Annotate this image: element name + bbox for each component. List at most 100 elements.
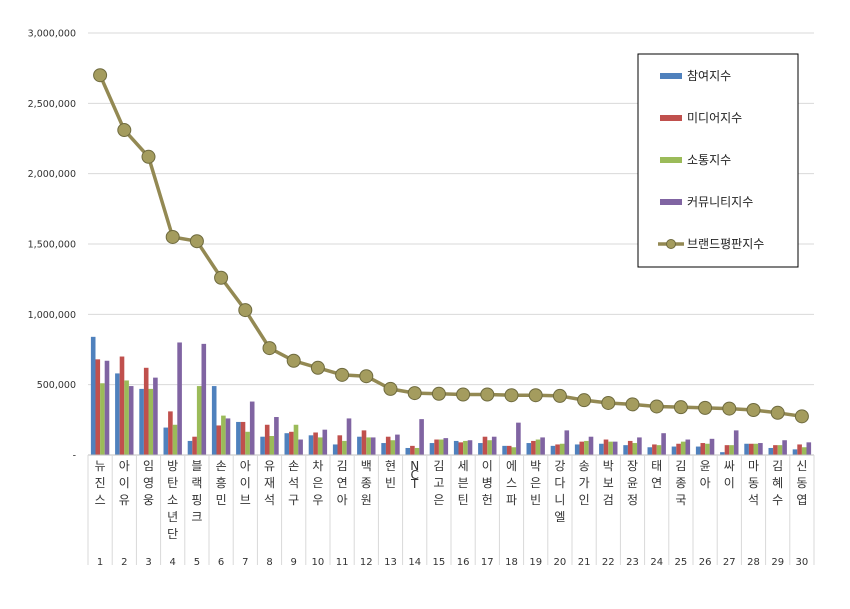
category-char: 태 [651, 459, 662, 473]
legend-label: 참여지수 [687, 69, 731, 83]
category-char: 검 [603, 493, 614, 507]
rank-label: 20 [554, 557, 567, 568]
category-char: 연 [337, 476, 348, 490]
rank-label: 21 [578, 557, 591, 568]
bar-4-7 [249, 401, 255, 455]
bar-3-20 [559, 443, 565, 455]
line-point-2 [117, 123, 132, 138]
y-tick-label: 3,000,000 [28, 29, 76, 40]
category-char: 병 [482, 476, 493, 490]
bar-3-6 [221, 415, 226, 455]
category-char: 소 [167, 493, 178, 507]
rank-label: 16 [457, 557, 470, 568]
bar-4-17 [491, 436, 497, 455]
category-char: 민 [216, 493, 227, 507]
rank-label: 18 [505, 557, 518, 568]
bar-3-4 [172, 424, 178, 455]
category-char: 마 [748, 459, 759, 473]
category-char: 인 [579, 493, 590, 507]
bar-1-19 [526, 443, 532, 455]
category-char: 유 [119, 493, 130, 507]
category-char: 손 [288, 459, 299, 473]
bar-2-7 [240, 421, 246, 455]
line-point-13 [383, 381, 398, 396]
line-point-9 [286, 353, 301, 368]
bar-4-20 [564, 430, 570, 455]
bar-4-22 [612, 441, 618, 455]
category-char: 석 [748, 493, 759, 507]
bar-1-22 [599, 443, 604, 455]
bar-2-19 [531, 440, 536, 455]
bar-2-14 [410, 445, 415, 455]
line-point-21 [577, 393, 592, 408]
bar-1-30 [792, 449, 798, 455]
bar-3-11 [342, 440, 347, 455]
line-point-14 [407, 386, 422, 401]
category-char: T [410, 477, 419, 491]
category-char: 헌 [482, 493, 493, 507]
bar-3-13 [390, 440, 396, 455]
bar-4-5 [201, 343, 207, 455]
category-char: 차 [312, 459, 323, 473]
category-char: 스 [95, 493, 106, 507]
bar-1-29 [768, 447, 774, 455]
category-char: 구 [288, 493, 299, 507]
category-char: 파 [506, 493, 517, 507]
line-point-11 [335, 367, 350, 382]
category-char: 원 [361, 493, 372, 507]
legend-swatch-1 [660, 73, 682, 79]
y-axis-ticks: 3,000,000 2,500,000 2,000,000 1,500,000 1,00… [28, 29, 76, 462]
bar-1-8 [260, 436, 265, 455]
category-char: 가 [579, 476, 590, 490]
bar-3-17 [487, 440, 492, 455]
category-char: 뉴 [95, 459, 106, 473]
bar-2-1 [95, 359, 101, 455]
category-char: 븐 [458, 476, 469, 490]
bar-3-29 [777, 445, 783, 455]
bar-3-23 [632, 443, 638, 455]
line-point-6 [214, 270, 229, 285]
category-char: 김 [337, 459, 348, 473]
bar-3-8 [269, 436, 275, 455]
category-char: 연 [651, 476, 662, 490]
category-char: 년 [167, 510, 178, 524]
bar-2-12 [361, 430, 367, 455]
bar-2-23 [627, 440, 633, 455]
line-point-28 [746, 402, 761, 417]
bar-3-12 [366, 437, 371, 455]
category-char: 탄 [167, 476, 178, 490]
bar-2-2 [119, 356, 125, 455]
category-char: 손 [216, 459, 227, 473]
bar-2-13 [385, 436, 391, 455]
bar-1-15 [429, 443, 435, 455]
bar-2-26 [700, 443, 706, 455]
y-tick-label: 1,000,000 [28, 310, 76, 321]
category-char: 단 [167, 527, 178, 541]
category-char: 랙 [191, 476, 202, 490]
bar-2-4 [168, 411, 173, 455]
bar-3-1 [100, 383, 105, 455]
category-char: 블 [191, 459, 202, 473]
bar-3-25 [680, 441, 686, 455]
bar-4-13 [395, 434, 400, 455]
line-point-12 [359, 369, 374, 384]
bar-4-26 [709, 438, 715, 455]
line-point-17 [480, 387, 495, 402]
bar-3-9 [293, 424, 299, 455]
category-char: 아 [700, 476, 711, 490]
category-char: 에 [506, 459, 517, 473]
bar-1-27 [720, 452, 725, 455]
bar-4-3 [153, 377, 158, 455]
bar-3-28 [753, 443, 759, 455]
bar-4-23 [637, 437, 642, 455]
bar-2-8 [264, 424, 270, 455]
